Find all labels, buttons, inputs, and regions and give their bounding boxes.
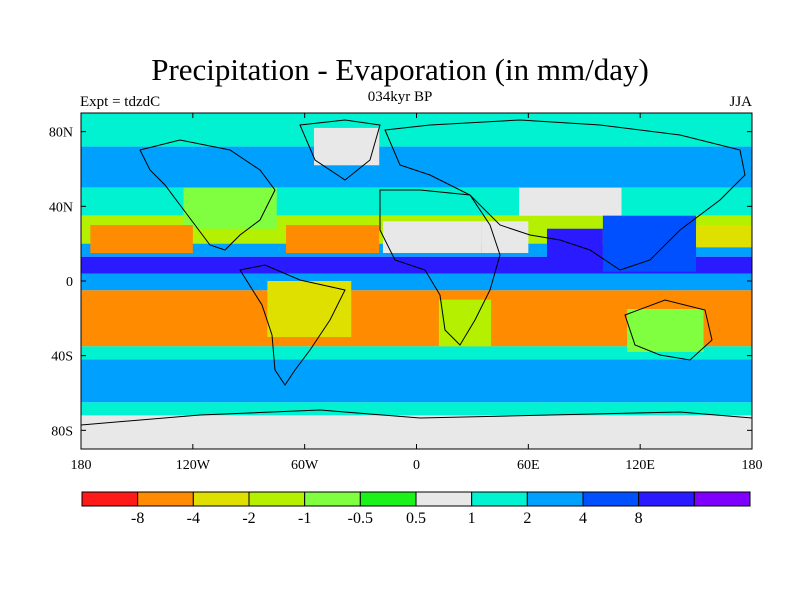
- field-band: [81, 415, 752, 449]
- field-region-pacific-sub: [90, 225, 193, 253]
- colorbar-swatch: [192, 491, 250, 507]
- field-band: [81, 113, 752, 147]
- colorbar-label: 8: [635, 510, 643, 527]
- colorbar-swatch: [248, 491, 306, 507]
- colorbar-swatch: [693, 491, 751, 507]
- colorbar-label: -2: [242, 510, 255, 527]
- colorbar-swatch: [638, 491, 695, 507]
- latitude-axis: 80N 40N 0 40S 80S: [49, 126, 752, 439]
- field-band: [81, 346, 752, 360]
- field-region-arabia: [481, 221, 529, 253]
- field-region-north-america: [183, 187, 277, 229]
- field-region-india-monsoon: [546, 228, 603, 267]
- colorbar-swatch: [137, 491, 194, 507]
- field-region-atlantic-sub: [286, 225, 380, 253]
- colorbar-swatch: [526, 491, 584, 507]
- lon-tick-label: 120W: [176, 458, 211, 473]
- coastlines: [81, 119, 752, 426]
- colorbar-swatch: [304, 491, 361, 507]
- field-band: [81, 146, 752, 188]
- colorbar-swatch: [359, 491, 417, 507]
- field-band: [81, 359, 752, 403]
- lat-tick-label: 40N: [49, 200, 73, 215]
- lon-tick-label: 120E: [625, 458, 655, 473]
- colorbar-swatch: [471, 491, 528, 507]
- field-band: [81, 402, 752, 416]
- colorbar-label: 1: [468, 510, 476, 527]
- lat-tick-label: 40S: [51, 350, 73, 365]
- experiment-label: Expt = tdzdC: [80, 94, 161, 110]
- colorbar-label: 0.5: [406, 510, 426, 527]
- lat-tick-label: 0: [66, 275, 73, 290]
- field-region-south-america: [267, 281, 352, 337]
- field-region-pacific-west: [696, 225, 752, 248]
- lon-tick-label: 60E: [517, 458, 540, 473]
- colorbar-label: -8: [131, 510, 144, 527]
- colorbar-swatch: [415, 491, 473, 507]
- map-field: [81, 113, 752, 449]
- colorbar-label: 2: [523, 510, 531, 527]
- season-label: JJA: [729, 94, 752, 110]
- field-band: [81, 187, 752, 216]
- longitude-axis: 180 120W 60W 0 60E 120E 180: [71, 113, 763, 473]
- field-region-australia: [627, 309, 704, 352]
- colorbar-label: -1: [298, 510, 311, 527]
- lon-tick-label: 0: [413, 458, 420, 473]
- field-band: [81, 273, 752, 291]
- lon-tick-label: 60W: [291, 458, 319, 473]
- field-region-central-asia: [519, 187, 622, 216]
- field-region-greenland: [313, 127, 380, 166]
- colorbar-label: -0.5: [348, 510, 373, 527]
- lat-tick-label: 80S: [51, 424, 73, 439]
- chart-title: Precipitation - Evaporation (in mm/day): [151, 52, 649, 87]
- colorbar-swatch: [582, 491, 640, 507]
- colorbar-swatch: [81, 491, 139, 507]
- field-region-south-africa: [438, 299, 492, 347]
- field-region-eastasia: [602, 215, 697, 272]
- field-region-sahara: [382, 221, 482, 253]
- lon-tick-label: 180: [71, 458, 92, 473]
- colorbar-label: -4: [187, 510, 200, 527]
- lat-tick-label: 80N: [49, 126, 73, 141]
- colorbar-label: 4: [579, 510, 587, 527]
- lon-tick-label: 180: [742, 458, 763, 473]
- colorbar: -8 -4 -2 -1 -0.5 0.5 1 2 4 8: [81, 491, 751, 527]
- subtitle: 034kyr BP: [367, 89, 433, 105]
